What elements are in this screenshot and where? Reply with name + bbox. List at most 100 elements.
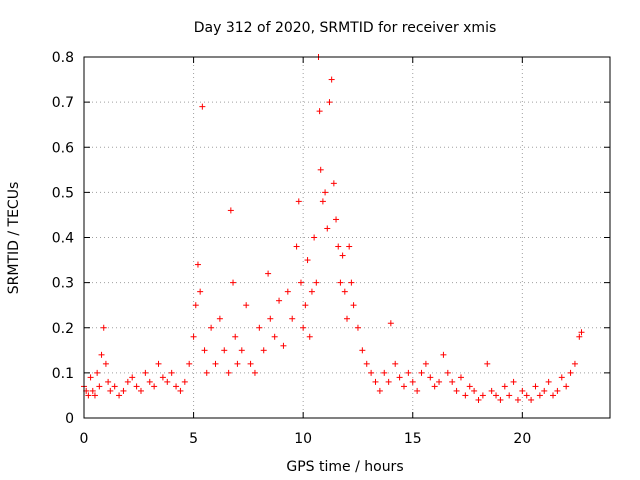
data-point (344, 315, 350, 322)
data-point (396, 374, 403, 381)
data-point (436, 378, 443, 385)
data-point (368, 369, 375, 376)
y-tick-label: 0.4 (52, 231, 74, 247)
data-point (372, 378, 379, 385)
data-point (471, 387, 478, 394)
data-point (337, 279, 344, 286)
data-point (289, 315, 296, 322)
data-point (280, 342, 287, 349)
data-point (201, 347, 208, 354)
data-point (324, 225, 331, 232)
data-point (216, 315, 223, 322)
data-point (385, 378, 392, 385)
data-point (124, 378, 131, 385)
data-point (363, 360, 370, 367)
data-point (203, 369, 210, 376)
data-point (159, 374, 166, 381)
data-point (105, 378, 112, 385)
data-point (328, 76, 335, 83)
data-point (91, 392, 98, 399)
data-point (541, 387, 548, 394)
data-point (449, 378, 456, 385)
data-point (316, 108, 323, 115)
data-point (225, 369, 232, 376)
grid-layer (84, 57, 610, 418)
x-tick-label: 5 (189, 431, 198, 447)
data-point (238, 347, 245, 354)
data-point (359, 347, 366, 354)
data-point (558, 374, 565, 381)
data-point (116, 392, 123, 399)
data-point (414, 387, 421, 394)
data-point (120, 387, 127, 394)
data-point (137, 387, 144, 394)
data-point (346, 243, 353, 250)
data-point (563, 383, 570, 390)
data-point (488, 387, 495, 394)
data-point (271, 333, 278, 340)
data-point (300, 324, 307, 331)
data-point (212, 360, 219, 367)
data-point (567, 369, 574, 376)
data-point (96, 383, 103, 390)
data-point (400, 383, 407, 390)
data-point (232, 333, 239, 340)
data-point (326, 99, 333, 106)
data-point (514, 396, 521, 403)
data-point (199, 103, 206, 110)
data-point (302, 302, 309, 309)
data-point (230, 279, 237, 286)
data-point (330, 180, 337, 187)
x-tick-label: 20 (513, 431, 531, 447)
data-point (479, 392, 486, 399)
data-point (297, 279, 304, 286)
data-point (493, 392, 500, 399)
data-point (94, 369, 101, 376)
y-tick-label: 0.3 (52, 276, 74, 292)
data-point (85, 392, 92, 399)
y-tick-label: 0.5 (52, 185, 74, 201)
data-point (392, 360, 399, 367)
data-point (339, 252, 346, 259)
data-point (519, 387, 526, 394)
y-axis-label: SRMTID / TECUs (6, 182, 22, 295)
data-point (523, 392, 530, 399)
data-point (387, 320, 394, 327)
data-point (243, 302, 250, 309)
data-point (350, 302, 357, 309)
data-points (81, 54, 585, 403)
data-point (457, 374, 464, 381)
data-point (142, 369, 149, 376)
data-point (295, 198, 302, 205)
data-point (304, 257, 311, 264)
data-point (221, 347, 228, 354)
data-point (501, 383, 508, 390)
data-point (376, 387, 383, 394)
y-tick-label: 0 (65, 411, 74, 427)
data-point (311, 234, 318, 241)
data-point (427, 374, 434, 381)
data-point (168, 369, 175, 376)
data-point (260, 347, 267, 354)
data-point (322, 189, 329, 196)
data-point (550, 392, 557, 399)
data-point (164, 378, 171, 385)
data-point (532, 383, 539, 390)
data-point (284, 288, 291, 295)
data-point (107, 387, 114, 394)
data-point (155, 360, 162, 367)
data-point (133, 383, 140, 390)
data-point (102, 360, 109, 367)
plot-frame (83, 56, 611, 419)
x-axis-label: GPS time / hours (286, 459, 403, 475)
data-point (100, 324, 107, 331)
data-point (405, 369, 412, 376)
data-point (256, 324, 263, 331)
data-point (510, 378, 517, 385)
data-point (129, 374, 136, 381)
data-point (293, 243, 300, 250)
data-point (247, 360, 254, 367)
data-point (197, 288, 204, 295)
data-point (87, 374, 94, 381)
data-point (409, 378, 416, 385)
